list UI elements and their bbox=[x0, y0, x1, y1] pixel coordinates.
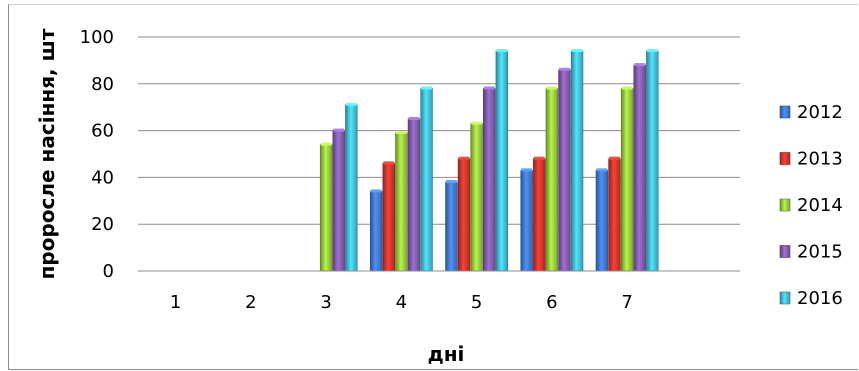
bar-top-2014-day-7 bbox=[621, 86, 633, 90]
bar-top-2015-day-5 bbox=[483, 86, 495, 90]
y-tick-label: 80 bbox=[91, 74, 114, 95]
bar-2016-day-3 bbox=[345, 104, 358, 272]
x-tick-label: 6 bbox=[546, 292, 557, 313]
y-tick-label: 100 bbox=[80, 27, 114, 48]
bar-2015-day-5 bbox=[483, 88, 496, 272]
bar-top-2015-day-3 bbox=[333, 128, 345, 132]
x-tick-label: 3 bbox=[320, 292, 331, 313]
x-tick-label: 1 bbox=[170, 292, 181, 313]
bar-2014-day-3 bbox=[319, 144, 333, 272]
bar-2013-day-5 bbox=[457, 158, 471, 272]
bar-top-2016-day-4 bbox=[421, 86, 432, 90]
y-tick-label: 60 bbox=[91, 121, 114, 142]
bar-top-2013-day-4 bbox=[383, 161, 395, 165]
bar-top-2014-day-3 bbox=[320, 142, 332, 146]
bar-2013-day-6 bbox=[533, 158, 546, 272]
y-axis-ticks: 0 20 40 60 80 100 bbox=[80, 27, 114, 282]
bar-top-2014-day-5 bbox=[471, 121, 483, 125]
bar-2015-day-7 bbox=[633, 64, 646, 272]
legend-swatch bbox=[779, 291, 791, 305]
bar-2016-day-7 bbox=[646, 50, 659, 272]
bar-top-2016-day-3 bbox=[345, 102, 357, 106]
bar-2014-day-6 bbox=[545, 88, 559, 272]
bar-2014-day-4 bbox=[395, 132, 408, 272]
y-tick-label: 20 bbox=[91, 214, 114, 235]
bar-2012-day-5 bbox=[445, 181, 458, 272]
bar-2016-day-4 bbox=[420, 88, 433, 272]
bar-top-2013-day-7 bbox=[609, 156, 620, 160]
chart-frame bbox=[8, 4, 858, 370]
y-axis-title: проросле насіння, шт bbox=[35, 28, 59, 279]
bar-top-2015-day-7 bbox=[634, 63, 646, 67]
bar-2015-day-6 bbox=[558, 69, 571, 272]
x-axis-ticks: 1 2 3 4 5 6 7 bbox=[170, 292, 633, 313]
legend-label: 2014 bbox=[797, 195, 843, 216]
legend: 2012 2013 2014 2015 2016 bbox=[779, 102, 843, 309]
bar-top-2014-day-4 bbox=[395, 130, 407, 134]
legend-swatch bbox=[779, 105, 791, 119]
bar-2014-day-7 bbox=[620, 88, 634, 272]
legend-label: 2013 bbox=[797, 149, 843, 170]
bar-top-2015-day-4 bbox=[408, 116, 420, 120]
bar-top-2016-day-7 bbox=[646, 49, 658, 53]
x-tick-label: 4 bbox=[396, 292, 407, 313]
legend-label: 2016 bbox=[797, 288, 843, 309]
bar-top-2015-day-6 bbox=[559, 67, 570, 71]
bar-top-2012-day-5 bbox=[446, 180, 457, 184]
bar-top-2016-day-6 bbox=[571, 49, 583, 53]
x-tick-label: 2 bbox=[245, 292, 256, 313]
bar-2012-day-7 bbox=[595, 170, 609, 272]
bar-2016-day-5 bbox=[495, 50, 509, 272]
legend-swatch bbox=[779, 245, 791, 258]
bar-top-2016-day-5 bbox=[496, 49, 508, 53]
bar-top-2012-day-6 bbox=[521, 168, 533, 172]
y-tick-label: 0 bbox=[103, 261, 114, 282]
legend-label: 2012 bbox=[797, 102, 843, 123]
legend-swatch bbox=[779, 198, 791, 212]
bar-top-2013-day-6 bbox=[533, 156, 545, 160]
bar-top-2014-day-6 bbox=[546, 86, 558, 90]
bar-top-2012-day-7 bbox=[596, 168, 608, 172]
bar-2015-day-4 bbox=[407, 118, 421, 272]
bar-top-2012-day-4 bbox=[370, 189, 382, 193]
bar-2013-day-7 bbox=[608, 158, 621, 272]
bar-2012-day-4 bbox=[369, 191, 383, 272]
legend-swatch bbox=[779, 152, 791, 165]
bar-2014-day-5 bbox=[470, 123, 483, 272]
bar-2012-day-6 bbox=[520, 170, 533, 272]
legend-label: 2015 bbox=[797, 242, 843, 263]
bar-top-2013-day-5 bbox=[458, 156, 470, 160]
x-axis-title: дні bbox=[428, 342, 465, 366]
bars bbox=[319, 49, 659, 272]
bar-2015-day-3 bbox=[332, 130, 345, 272]
bar-2016-day-6 bbox=[570, 50, 584, 272]
y-tick-label: 40 bbox=[91, 167, 114, 188]
bar-2013-day-4 bbox=[382, 163, 395, 272]
x-tick-label: 7 bbox=[621, 292, 632, 313]
x-tick-label: 5 bbox=[471, 292, 482, 313]
